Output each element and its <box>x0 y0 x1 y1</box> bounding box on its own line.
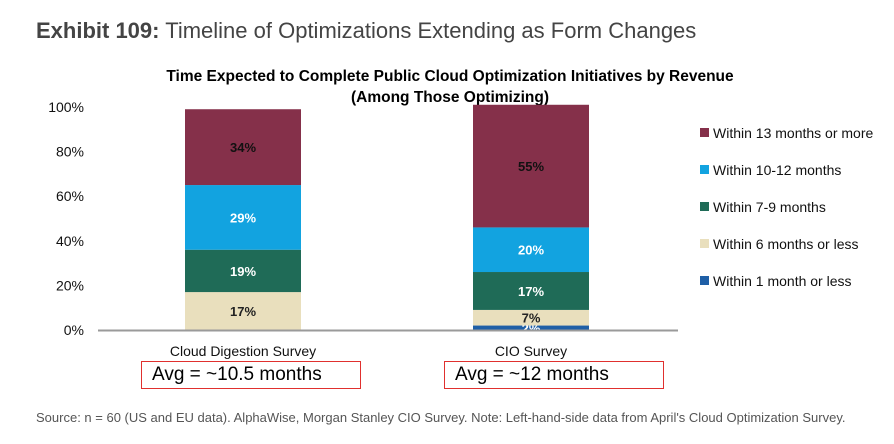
avg-annotation-cloud-digestion: Avg = ~10.5 months <box>141 361 361 389</box>
bar-segment <box>185 109 301 186</box>
legend-label: Within 7-9 months <box>713 198 826 215</box>
x-category-label: CIO Survey <box>495 343 567 359</box>
legend-label: Within 6 months or less <box>713 235 859 252</box>
bar-segment <box>185 185 301 250</box>
y-tick-label: 40% <box>56 233 84 249</box>
legend-item: Within 6 months or less <box>700 225 873 262</box>
y-tick-label: 20% <box>56 277 84 293</box>
avg-annotation-cio: Avg = ~12 months <box>444 361 664 389</box>
bar-segment <box>473 309 589 326</box>
y-tick-label: 60% <box>56 188 84 204</box>
data-label: 20% <box>518 243 544 258</box>
bar-segment <box>473 227 589 273</box>
data-label: 17% <box>518 284 544 299</box>
y-tick-label: 0% <box>64 322 84 338</box>
exhibit-number: Exhibit 109: <box>36 18 160 43</box>
legend-swatch <box>700 202 709 211</box>
y-tick-label: 100% <box>48 99 84 115</box>
data-label: 17% <box>230 304 256 319</box>
data-label: 34% <box>230 140 256 155</box>
legend-label: Within 1 month or less <box>713 272 852 289</box>
data-label: 19% <box>230 264 256 279</box>
legend-swatch <box>700 165 709 174</box>
source-note: Source: n = 60 (US and EU data). AlphaWi… <box>36 410 846 425</box>
data-label: 29% <box>230 210 256 225</box>
legend-label: Within 13 months or more <box>713 124 874 141</box>
legend-swatch <box>700 239 709 248</box>
exhibit-heading: Exhibit 109: Timeline of Optimizations E… <box>36 18 696 44</box>
legend-swatch <box>700 128 709 137</box>
bar-segment <box>473 272 589 310</box>
legend-item: Within 13 months or more <box>700 114 873 151</box>
data-label: 7% <box>522 311 541 326</box>
exhibit-title: Timeline of Optimizations Extending as F… <box>165 18 697 43</box>
legend-item: Within 1 month or less <box>700 262 873 299</box>
bar-segment <box>185 249 301 293</box>
legend-label: Within 10-12 months <box>713 161 842 178</box>
y-tick-label: 80% <box>56 144 84 160</box>
bar-segment <box>185 292 301 330</box>
chart-title: Time Expected to Complete Public Cloud O… <box>166 68 734 85</box>
x-category-label: Cloud Digestion Survey <box>170 343 316 359</box>
legend-item: Within 10-12 months <box>700 151 873 188</box>
legend: Within 13 months or more Within 10-12 mon… <box>700 114 873 299</box>
legend-swatch <box>700 276 709 285</box>
bar-segment <box>473 104 589 228</box>
data-label: 55% <box>518 159 544 174</box>
legend-item: Within 7-9 months <box>700 188 873 225</box>
chart-title-block: Time Expected to Complete Public Cloud O… <box>140 66 760 108</box>
bar-segment <box>473 325 589 330</box>
chart-subtitle: (Among Those Optimizing) <box>350 89 550 106</box>
